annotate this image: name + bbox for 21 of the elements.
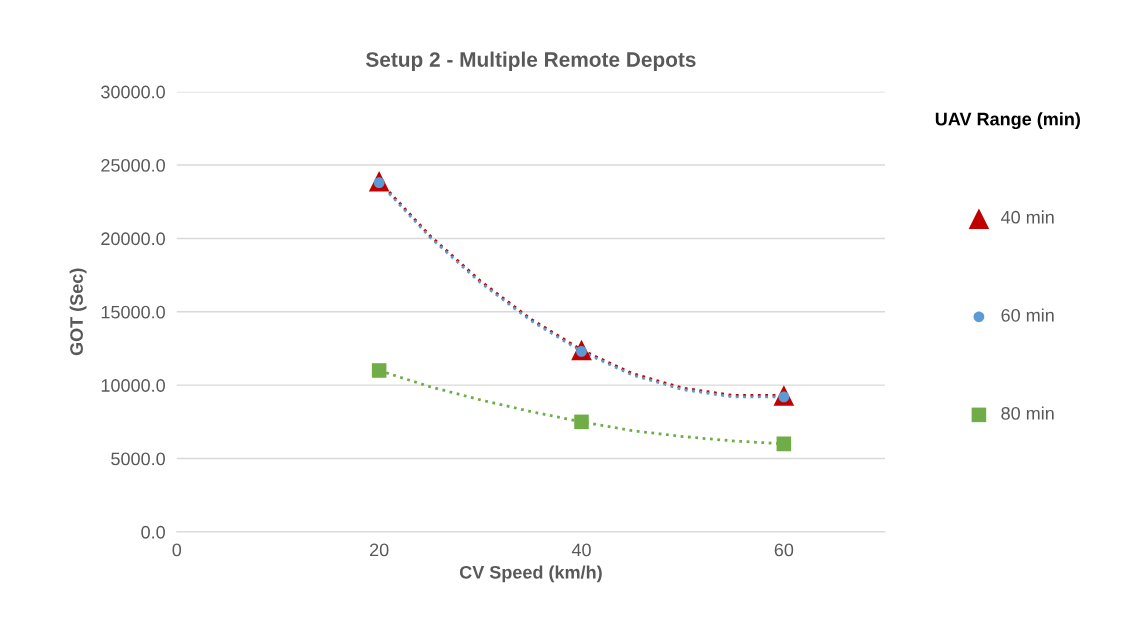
legend-title: UAV Range (min) — [935, 112, 1080, 130]
x-axis-title: CV Speed (km/h) — [459, 565, 602, 583]
y-tick-label: 20000.0 — [101, 232, 165, 246]
legend-label: 60 min — [1001, 308, 1054, 322]
y-tick-label: 0.0 — [141, 525, 165, 539]
x-tick-label: 20 — [370, 543, 389, 557]
y-tick-label: 5000.0 — [111, 452, 165, 466]
y-axis-title: GOT (Sec) — [69, 268, 87, 356]
x-tick-label: 40 — [571, 543, 591, 557]
x-tick-label: 60 — [774, 543, 794, 557]
legend-label: 80 min — [1001, 406, 1054, 420]
point — [776, 436, 792, 452]
point — [371, 363, 387, 378]
y-tick-label: 30000.0 — [101, 85, 165, 99]
y-tick-label: 25000.0 — [101, 158, 165, 172]
point — [574, 414, 589, 430]
y-tick-label: 15000.0 — [101, 305, 165, 319]
chart-title: Setup 2 - Multiple Remote Depots — [366, 51, 696, 72]
x-tick-label: 0 — [172, 543, 182, 557]
legend-label: 40 min — [1001, 210, 1054, 224]
y-tick-label: 10000.0 — [101, 379, 165, 392]
